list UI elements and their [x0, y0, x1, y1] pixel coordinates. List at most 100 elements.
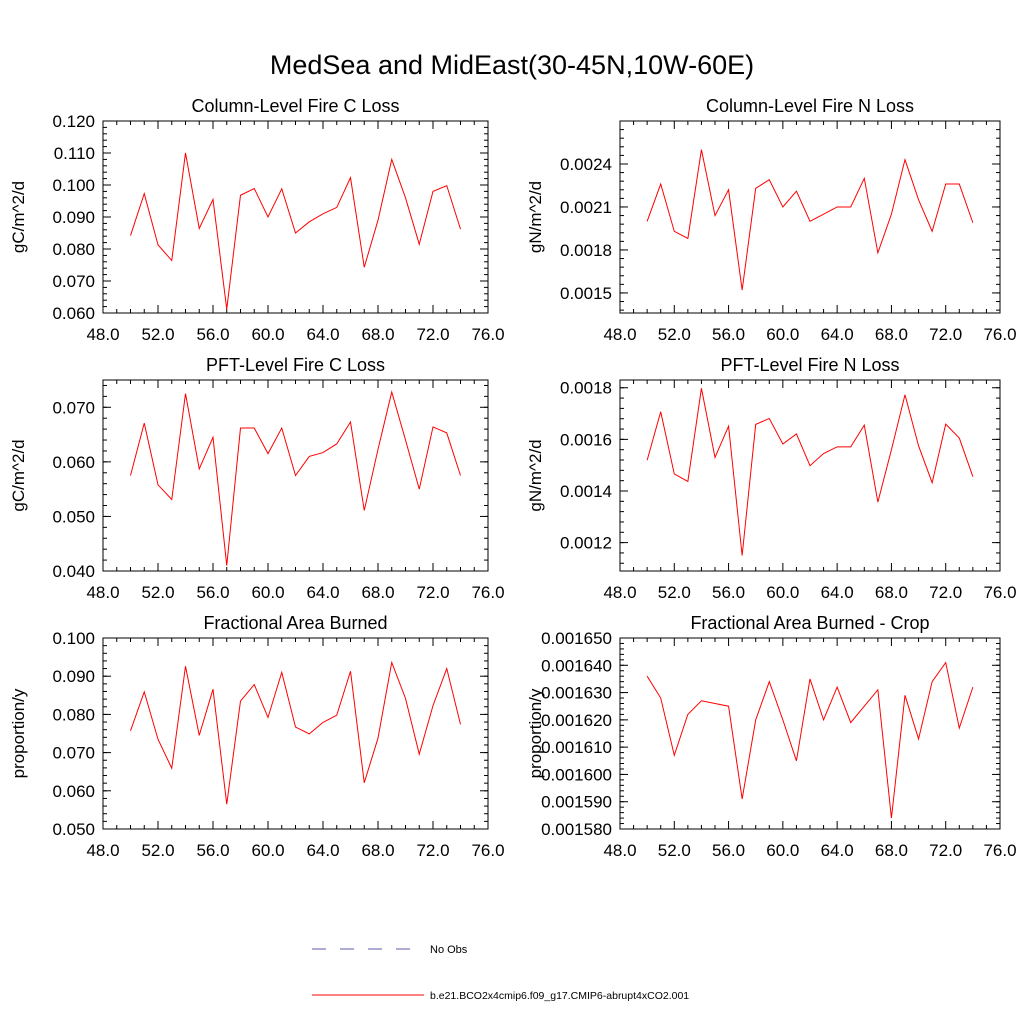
y-tick-label: 0.060	[52, 782, 95, 801]
x-tick-label: 76.0	[983, 583, 1016, 602]
x-tick-label: 76.0	[471, 325, 504, 344]
legend: No Obs b.e21.BCO2x4cmip6.f09_g17.CMIP6-a…	[312, 944, 689, 1002]
x-tick-label: 60.0	[251, 325, 284, 344]
y-tick-label: 0.0016	[560, 430, 612, 449]
plot-frame	[619, 120, 1001, 314]
x-tick-label: 76.0	[983, 841, 1016, 860]
y-tick-label: 0.100	[52, 176, 95, 195]
y-tick-label: 0.0014	[560, 482, 612, 501]
series-line	[130, 390, 461, 566]
x-tick-label: 52.0	[141, 841, 174, 860]
x-tick-label: 60.0	[251, 841, 284, 860]
x-tick-label: 76.0	[471, 583, 504, 602]
panel-title: Fractional Area Burned	[203, 613, 387, 633]
x-tick-label: 48.0	[603, 583, 636, 602]
y-tick-label: 0.070	[52, 398, 95, 417]
y-tick-label: 0.090	[52, 208, 95, 227]
y-tick-label: 0.060	[52, 453, 95, 472]
x-tick-label: 72.0	[416, 583, 449, 602]
y-tick-label: 0.001590	[541, 793, 612, 812]
y-tick-label: 0.0015	[560, 284, 612, 303]
y-tick-label: 0.001650	[541, 629, 612, 648]
y-tick-label: 0.080	[52, 240, 95, 259]
panel-title: PFT-Level Fire N Loss	[720, 355, 899, 375]
y-tick-label: 0.050	[52, 507, 95, 526]
x-tick-label: 48.0	[603, 841, 636, 860]
x-tick-label: 72.0	[929, 841, 962, 860]
y-tick-label: 0.001630	[541, 684, 612, 703]
x-tick-label: 72.0	[416, 841, 449, 860]
x-tick-label: 56.0	[196, 841, 229, 860]
x-tick-label: 68.0	[361, 325, 394, 344]
panel-5: Fractional Area Burned proportion/y 48.0 52…	[9, 613, 505, 860]
x-tick-label: 52.0	[141, 583, 174, 602]
x-tick-label: 76.0	[983, 325, 1016, 344]
panels-group: Column-Level Fire C Loss gC/m^2/d 48.0 52.0…	[9, 96, 1017, 860]
y-tick-label: 0.110	[54, 144, 95, 163]
y-tick-label: 0.060	[52, 304, 95, 323]
y-tick-label: 0.100	[52, 629, 95, 648]
x-tick-label: 60.0	[766, 583, 799, 602]
y-axis-label: proportion/y	[9, 688, 28, 778]
panel-title: Column-Level Fire C Loss	[191, 96, 399, 116]
x-tick-label: 52.0	[658, 583, 691, 602]
y-tick-label: 0.0012	[560, 534, 612, 553]
legend-model-label: b.e21.BCO2x4cmip6.f09_g17.CMIP6-abrupt4x…	[430, 990, 689, 1002]
x-tick-label: 60.0	[766, 841, 799, 860]
x-tick-label: 72.0	[929, 583, 962, 602]
y-tick-label: 0.001640	[541, 656, 612, 675]
series-line	[646, 661, 974, 819]
panel-title: PFT-Level Fire C Loss	[206, 355, 385, 375]
panel-3: PFT-Level Fire C Loss gC/m^2/d 48.0 52.0 56.…	[9, 355, 505, 602]
y-tick-label: 0.0018	[560, 241, 612, 260]
x-tick-label: 48.0	[86, 841, 119, 860]
x-tick-label: 64.0	[306, 583, 339, 602]
panel-2: Column-Level Fire N Loss gN/m^2/d 48.0 52.0…	[526, 96, 1017, 344]
x-tick-label: 68.0	[875, 325, 908, 344]
x-tick-label: 56.0	[712, 325, 745, 344]
x-tick-label: 60.0	[251, 583, 284, 602]
panel-4: PFT-Level Fire N Loss gN/m^2/d 48.0 52.0 56.…	[526, 355, 1017, 602]
x-tick-label: 52.0	[141, 325, 174, 344]
y-tick-label: 0.001610	[541, 738, 612, 757]
y-axis-label: proportion/y	[526, 688, 545, 778]
y-tick-label: 0.001580	[541, 820, 612, 839]
panel-title: Column-Level Fire N Loss	[706, 96, 914, 116]
y-tick-label: 0.0018	[560, 379, 612, 398]
y-axis-label: gC/m^2/d	[9, 439, 28, 511]
x-tick-label: 68.0	[361, 841, 394, 860]
y-tick-label: 0.0021	[560, 198, 612, 217]
legend-no-obs-label: No Obs	[430, 944, 468, 956]
x-tick-label: 64.0	[306, 841, 339, 860]
panel-title: Fractional Area Burned - Crop	[690, 613, 929, 633]
y-axis-label: gN/m^2/d	[526, 181, 545, 253]
series-line	[130, 660, 461, 805]
y-tick-label: 0.0024	[560, 155, 612, 174]
x-tick-label: 52.0	[658, 841, 691, 860]
plot-frame	[102, 120, 489, 314]
figure-title: MedSea and MidEast(30-45N,10W-60E)	[270, 50, 754, 80]
x-tick-label: 68.0	[875, 841, 908, 860]
y-tick-label: 0.070	[52, 272, 95, 291]
y-tick-label: 0.120	[52, 112, 95, 131]
y-tick-label: 0.040	[52, 562, 95, 581]
y-tick-label: 0.001600	[541, 765, 612, 784]
panel-1: Column-Level Fire C Loss gC/m^2/d 48.0 52.0…	[9, 96, 505, 344]
y-tick-label: 0.070	[52, 744, 95, 763]
x-tick-label: 68.0	[361, 583, 394, 602]
x-tick-label: 72.0	[416, 325, 449, 344]
y-axis-label: gC/m^2/d	[9, 181, 28, 253]
y-tick-label: 0.090	[52, 667, 95, 686]
x-tick-label: 48.0	[603, 325, 636, 344]
x-tick-label: 64.0	[821, 325, 854, 344]
series-line	[646, 388, 974, 556]
y-axis-label: gN/m^2/d	[526, 439, 545, 511]
series-line	[646, 149, 974, 291]
x-tick-label: 60.0	[766, 325, 799, 344]
x-tick-label: 64.0	[821, 841, 854, 860]
y-tick-label: 0.050	[52, 820, 95, 839]
x-tick-label: 56.0	[196, 583, 229, 602]
x-tick-label: 68.0	[875, 583, 908, 602]
x-tick-label: 76.0	[471, 841, 504, 860]
